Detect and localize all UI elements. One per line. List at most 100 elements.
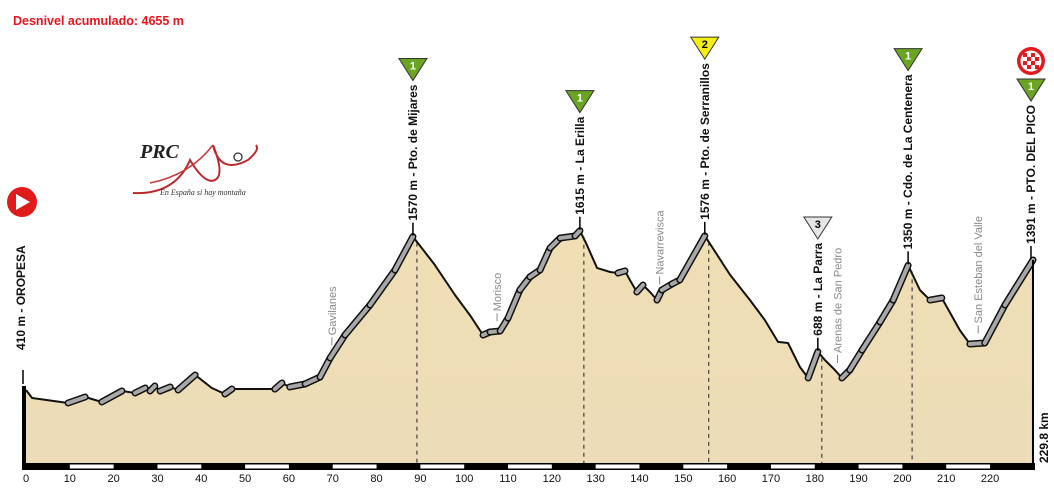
category-2-marker-icon: 2 xyxy=(689,36,720,61)
x-tick-label: 190 xyxy=(849,473,867,485)
road-segment xyxy=(133,386,148,395)
road-segment xyxy=(367,268,397,308)
category-number: 1 xyxy=(905,51,911,63)
category-number: 1 xyxy=(1028,81,1034,93)
x-tick-label: 120 xyxy=(543,473,561,485)
x-tick-label: 140 xyxy=(630,473,648,485)
climb-label: 1576 m - Pto. de Serranillos xyxy=(698,63,712,220)
x-tick-label: 30 xyxy=(151,473,163,485)
finish-check xyxy=(1030,53,1035,58)
x-tick-label: 50 xyxy=(239,473,251,485)
road-segment xyxy=(982,303,1007,345)
category-number: 1 xyxy=(410,61,416,73)
road-segment xyxy=(538,245,553,273)
road-segment xyxy=(66,395,88,406)
x-tick-label: 90 xyxy=(414,473,426,485)
x-tick-label: 100 xyxy=(455,473,473,485)
logo-tagline: En España si hay montaña xyxy=(159,188,246,197)
x-tick-label: 130 xyxy=(586,473,604,485)
cyclist-icon xyxy=(233,152,243,162)
category-number: 3 xyxy=(815,219,821,231)
x-tick-label: 60 xyxy=(283,473,295,485)
category-number: 1 xyxy=(577,93,583,105)
x-tick-label: 0 xyxy=(23,473,29,485)
town-label: Morisco xyxy=(492,273,504,312)
road-segment xyxy=(891,263,911,303)
road-segment xyxy=(158,384,173,394)
road-segment xyxy=(343,303,372,338)
category-triangle xyxy=(893,48,924,72)
scale-segment-white xyxy=(508,464,552,469)
category-triangle xyxy=(564,90,595,114)
road-segment xyxy=(573,228,582,238)
category-1-marker-icon: 1 xyxy=(1016,78,1046,102)
x-tick-label: 200 xyxy=(893,473,911,485)
finish-check xyxy=(1022,61,1027,66)
town-label: Gavilanes xyxy=(327,286,339,335)
scale-segment-white xyxy=(420,464,465,469)
road-segment xyxy=(148,384,157,394)
finish-check xyxy=(1034,65,1039,70)
finish-check xyxy=(1022,53,1027,58)
terrain-area xyxy=(26,230,1033,463)
scale-segment-white xyxy=(332,464,377,469)
road-segment xyxy=(928,295,944,303)
logo-text: PRC xyxy=(139,141,180,163)
category-triangle xyxy=(1016,78,1046,102)
scale-segment-white xyxy=(770,464,815,469)
road-segment xyxy=(806,349,820,380)
road-segment xyxy=(272,381,284,392)
scale-segment-white xyxy=(69,464,114,469)
climb-label: 1570 m - Pto. de Mijares xyxy=(406,84,420,220)
category-1-marker-icon: 1 xyxy=(893,48,924,72)
scale-segment-white xyxy=(683,464,728,469)
road-segment xyxy=(392,234,415,273)
finish-check xyxy=(1026,65,1031,70)
road-segment xyxy=(616,268,628,276)
x-tick-label: 10 xyxy=(64,473,76,485)
climb-label: 1391 m - PTO. DEL PICO xyxy=(1024,105,1038,244)
finish-check xyxy=(1034,57,1039,62)
road-segment xyxy=(506,287,522,321)
x-tick-label: 40 xyxy=(195,473,207,485)
start-label: 410 m - OROPESA xyxy=(14,245,28,350)
start-arrow xyxy=(16,194,30,210)
prc-logo: PRC En España si hay montaña xyxy=(132,141,258,197)
scale-segment-white xyxy=(946,464,991,469)
town-label: San Esteban del Valle xyxy=(973,216,985,323)
left-axis-bar xyxy=(22,386,26,470)
category-number: 2 xyxy=(702,39,708,51)
finish-check xyxy=(1030,61,1035,66)
scale-segment-white xyxy=(245,464,289,469)
category-1-marker-icon: 1 xyxy=(398,58,428,82)
x-tick-label: 210 xyxy=(937,473,955,485)
climb-label: 1350 m - Cdo. de La Centenera xyxy=(901,74,915,249)
climb-label: 688 m - La Parra xyxy=(811,243,825,336)
elevation-gain-title: Desnivel acumulado: 4655 m xyxy=(13,14,184,28)
climb-label: 1615 m - La Erilla xyxy=(573,116,587,214)
road-segment xyxy=(847,348,865,372)
finish-check xyxy=(1026,57,1031,62)
road-segment xyxy=(1002,257,1035,308)
town-label: Navarrevisca xyxy=(655,209,667,274)
start-arrow-icon xyxy=(7,187,37,217)
category-3-marker-icon: 3 xyxy=(802,216,833,240)
road-segment xyxy=(328,333,348,360)
x-tick-label: 220 xyxy=(981,473,999,485)
scale-segment-white xyxy=(157,464,202,469)
x-tick-label: 170 xyxy=(762,473,780,485)
category-triangle xyxy=(689,36,720,61)
finish-flag-icon xyxy=(1016,47,1045,76)
x-tick-label: 80 xyxy=(370,473,382,485)
road-segment xyxy=(878,298,896,324)
road-segment xyxy=(318,355,333,380)
category-triangle xyxy=(398,58,428,82)
road-segment xyxy=(176,372,198,392)
x-tick-label: 160 xyxy=(718,473,736,485)
total-distance-label: 229.8 km xyxy=(1037,412,1051,463)
road-segment xyxy=(222,387,234,397)
scale-segment-white xyxy=(858,464,903,469)
x-tick-label: 110 xyxy=(499,473,517,485)
scale-segment-white xyxy=(595,464,640,469)
